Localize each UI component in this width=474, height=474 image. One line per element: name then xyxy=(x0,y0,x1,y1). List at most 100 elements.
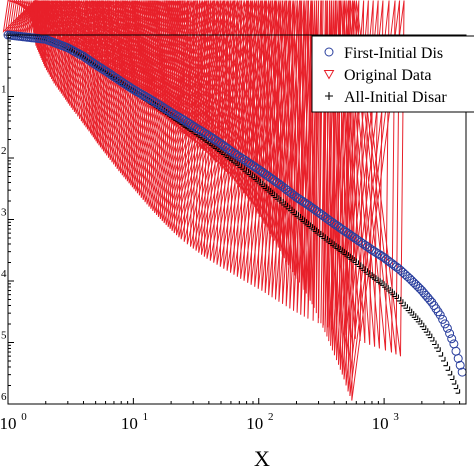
data-point xyxy=(356,262,362,267)
data-point xyxy=(76,50,86,60)
data-point xyxy=(153,99,163,109)
data-point xyxy=(343,0,384,380)
data-point xyxy=(340,248,345,254)
data-point xyxy=(453,384,459,390)
data-point xyxy=(199,128,209,138)
data-point xyxy=(150,98,160,107)
y-tick-exponent: 4 xyxy=(1,268,7,280)
data-point xyxy=(67,45,77,55)
data-point xyxy=(432,340,437,346)
data-point xyxy=(354,260,360,265)
data-point xyxy=(107,70,117,80)
data-point xyxy=(256,179,262,184)
data-point xyxy=(455,389,461,394)
data-point xyxy=(274,195,280,200)
data-point xyxy=(95,0,142,142)
data-point xyxy=(197,127,207,137)
data-point xyxy=(438,352,444,357)
data-point xyxy=(159,103,169,113)
data-point xyxy=(308,224,314,229)
x-tick-exponent: 2 xyxy=(268,411,274,423)
data-point xyxy=(234,152,244,162)
data-point xyxy=(226,0,272,271)
data-point xyxy=(392,292,397,298)
data-point xyxy=(443,361,448,367)
data-point xyxy=(250,0,286,285)
data-point xyxy=(264,186,270,191)
data-point xyxy=(74,49,84,59)
data-point xyxy=(442,323,452,333)
data-point xyxy=(162,105,172,115)
data-point xyxy=(429,337,435,342)
data-point xyxy=(325,216,335,226)
data-point xyxy=(244,168,250,174)
data-point xyxy=(279,198,284,204)
data-point xyxy=(109,0,161,161)
x-tick-label: 10 xyxy=(246,414,263,433)
data-point xyxy=(248,172,254,177)
data-point xyxy=(419,322,425,328)
data-point xyxy=(384,285,389,290)
y-tick-exponent: 2 xyxy=(1,145,7,157)
data-point xyxy=(449,339,459,349)
data-point xyxy=(440,319,450,329)
data-point xyxy=(155,100,165,110)
data-point xyxy=(354,236,363,246)
data-point xyxy=(352,258,357,264)
data-point xyxy=(272,193,278,198)
data-point xyxy=(380,281,385,286)
data-point xyxy=(372,275,377,280)
data-point xyxy=(190,123,200,132)
data-point xyxy=(325,237,331,243)
data-point xyxy=(427,333,433,339)
data-point xyxy=(262,184,268,189)
data-point xyxy=(283,202,289,208)
data-point xyxy=(345,0,390,386)
data-point xyxy=(316,209,326,219)
data-point xyxy=(294,212,300,217)
x-tick-exponent: 1 xyxy=(143,411,149,423)
data-point xyxy=(336,245,341,251)
data-point xyxy=(300,217,306,222)
data-point xyxy=(296,214,302,219)
data-point xyxy=(325,92,333,100)
data-point xyxy=(304,220,310,226)
data-point xyxy=(107,0,159,158)
data-point xyxy=(70,46,79,56)
data-point xyxy=(338,0,369,365)
x-axis-label: X xyxy=(254,446,270,471)
data-point xyxy=(435,310,445,320)
data-point xyxy=(346,253,351,259)
data-point xyxy=(216,0,266,265)
data-point xyxy=(314,229,320,234)
data-point xyxy=(382,283,387,288)
data-point xyxy=(323,214,332,224)
data-point xyxy=(401,301,406,307)
data-point xyxy=(370,273,375,279)
data-point xyxy=(451,346,461,356)
data-point xyxy=(347,0,396,392)
data-point xyxy=(65,44,75,54)
series-triangle-down xyxy=(2,0,405,401)
data-point xyxy=(398,299,404,304)
x-tick-label: 10 xyxy=(121,414,138,433)
data-point xyxy=(252,175,258,181)
data-point xyxy=(237,163,243,168)
y-tick-exponent: 3 xyxy=(1,207,7,219)
data-point xyxy=(431,304,441,314)
data-point xyxy=(334,244,339,249)
data-point xyxy=(268,189,274,195)
chart-marks xyxy=(2,0,467,401)
x-tick-label: 10 xyxy=(0,414,17,433)
legend: First-Initial Dis Original Data All-Initia… xyxy=(311,35,474,113)
x-tick-exponent: 0 xyxy=(21,411,27,423)
data-point xyxy=(109,72,119,82)
data-point xyxy=(323,70,335,80)
data-point xyxy=(246,170,252,176)
data-point xyxy=(198,0,254,253)
data-point xyxy=(260,182,266,188)
data-point xyxy=(359,264,364,269)
data-point xyxy=(280,184,290,194)
data-point xyxy=(193,124,203,134)
data-point xyxy=(368,272,373,277)
